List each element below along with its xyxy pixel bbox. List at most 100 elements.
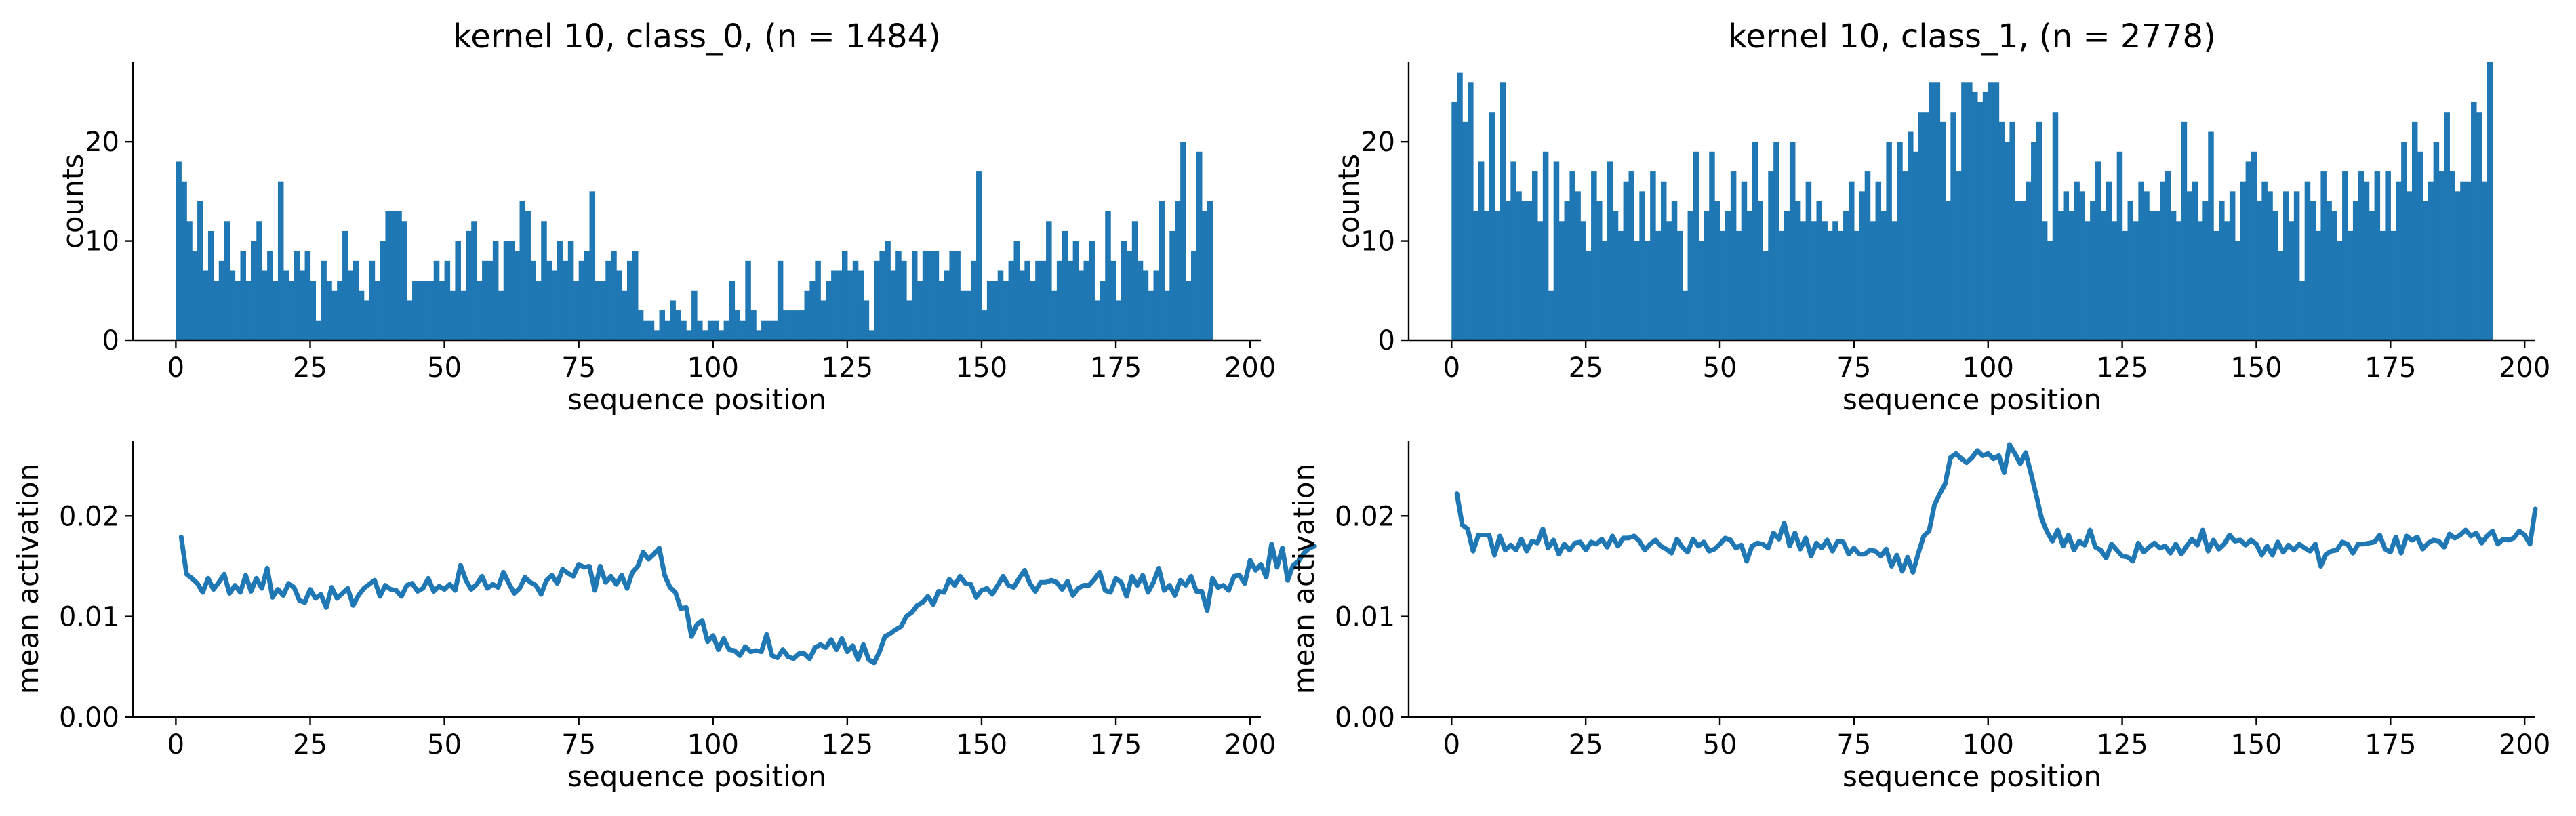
bar: [428, 281, 435, 340]
bar: [1655, 230, 1662, 340]
bar: [2326, 201, 2332, 340]
bar: [1180, 142, 1186, 340]
bar: [632, 251, 639, 340]
bar: [2315, 230, 2322, 340]
bar: [455, 241, 461, 340]
bar: [1137, 260, 1144, 340]
bar: [1196, 151, 1203, 341]
bar: [1891, 221, 1897, 340]
bar: [847, 270, 853, 340]
bar: [793, 310, 800, 340]
bar: [2342, 171, 2348, 340]
x-tick-label: 50: [427, 729, 462, 760]
bar: [2186, 191, 2193, 340]
bar: [1671, 201, 1678, 340]
bar: [890, 270, 896, 340]
bar: [906, 300, 912, 340]
bar: [1019, 270, 1025, 340]
bar: [1886, 142, 1892, 340]
y-tick-label: 0.01: [59, 602, 119, 633]
x-tick-label: 175: [2364, 729, 2416, 760]
bar: [1967, 82, 1973, 341]
bar: [852, 260, 859, 340]
bar: [304, 251, 311, 340]
bar: [347, 270, 354, 340]
x-tick-label: 100: [1963, 352, 2014, 384]
bar: [1462, 121, 1468, 340]
bar: [1730, 171, 1737, 340]
bar: [2288, 221, 2295, 340]
bar: [412, 281, 418, 340]
bar: [1591, 171, 1597, 340]
bar: [2026, 181, 2032, 340]
bar: [1864, 171, 1871, 340]
bar: [192, 251, 198, 340]
bar: [2433, 142, 2440, 340]
bar: [224, 221, 230, 340]
bar: [1521, 201, 1527, 340]
bar: [2293, 191, 2300, 340]
bar: [837, 270, 843, 340]
bar: [702, 330, 708, 340]
y-tick-label: 0: [1378, 325, 1395, 356]
bar: [2272, 211, 2278, 340]
bar: [626, 260, 633, 340]
x-tick-label: 200: [2499, 729, 2550, 760]
bar: [2304, 181, 2311, 340]
bar: [552, 270, 558, 340]
bar: [2165, 171, 2171, 340]
bar: [1634, 241, 1640, 340]
bar: [1934, 82, 1941, 341]
bar: [1752, 142, 1758, 340]
bar: [2100, 211, 2107, 340]
x-tick-label: 100: [1963, 729, 2014, 760]
bar: [1929, 82, 1935, 341]
bar: [197, 201, 203, 340]
bar: [267, 251, 273, 340]
bar: [331, 290, 338, 340]
bar: [2052, 112, 2059, 340]
bar: [1072, 241, 1079, 340]
bar: [1207, 201, 1213, 340]
bar: [1041, 260, 1047, 340]
bar: [492, 241, 499, 340]
bar: [616, 270, 622, 340]
bar: [944, 270, 950, 340]
x-tick-label: 125: [822, 352, 873, 384]
bar: [2267, 191, 2273, 340]
bar: [374, 281, 381, 340]
bar: [622, 290, 628, 340]
bar: [1650, 171, 1656, 340]
bar: [1923, 112, 1930, 340]
bar: [992, 281, 999, 340]
bar: [879, 251, 885, 340]
bar: [637, 310, 644, 340]
x-tick-label: 0: [167, 352, 184, 384]
bar: [203, 270, 209, 340]
bar: [1175, 201, 1181, 340]
bar: [960, 290, 966, 340]
bar: [1575, 191, 1581, 340]
bar: [1875, 181, 1882, 340]
bar: [2417, 151, 2423, 341]
bar: [2374, 171, 2381, 340]
bar: [256, 221, 262, 340]
bar: [686, 330, 692, 340]
bar: [2422, 201, 2429, 340]
bar: [600, 281, 606, 340]
bar: [965, 290, 971, 340]
bar: [460, 290, 466, 340]
bar: [262, 270, 268, 340]
bar: [310, 281, 317, 340]
bar: [2079, 191, 2085, 340]
bar: [1035, 260, 1041, 340]
bar: [1532, 171, 1538, 340]
y-tick-label: 0.01: [1335, 602, 1395, 633]
bar: [578, 260, 585, 340]
bar: [1779, 230, 1785, 340]
bar: [2057, 211, 2064, 340]
bar: [176, 161, 182, 340]
bar: [589, 191, 596, 340]
bar: [1612, 211, 1619, 340]
bar: [868, 330, 875, 340]
